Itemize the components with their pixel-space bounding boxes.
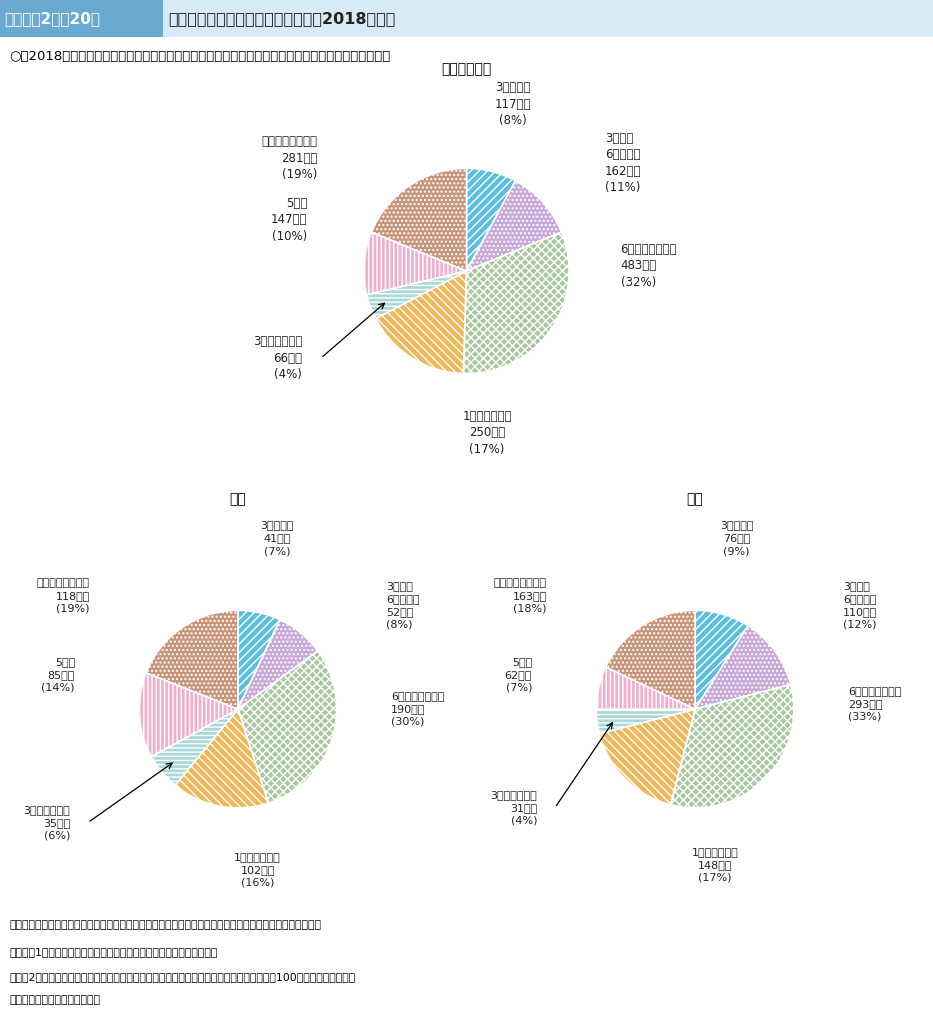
Wedge shape bbox=[238, 651, 337, 803]
Wedge shape bbox=[464, 232, 569, 374]
FancyBboxPatch shape bbox=[163, 0, 933, 37]
Text: 期間がわからない
281万人
(19%): 期間がわからない 281万人 (19%) bbox=[261, 135, 317, 181]
Text: 3か月超
6か月以下
110万人
(12%): 3か月超 6か月以下 110万人 (12%) bbox=[843, 581, 877, 630]
Text: 3か月超
6か月以下
162万人
(11%): 3か月超 6か月以下 162万人 (11%) bbox=[606, 132, 642, 194]
Text: 5年超
147万人
(10%): 5年超 147万人 (10%) bbox=[271, 197, 307, 243]
Title: 有期雇用者計: 有期雇用者計 bbox=[441, 62, 492, 76]
Text: 6か月超１年以下
293万人
(33%): 6か月超１年以下 293万人 (33%) bbox=[848, 687, 901, 722]
Text: 6か月超１年以下
483万人
(32%): 6か月超１年以下 483万人 (32%) bbox=[620, 243, 677, 289]
Text: 6か月超１年以下
190万人
(30%): 6か月超１年以下 190万人 (30%) bbox=[391, 691, 444, 727]
Text: 3か月超
6か月以下
52万人
(8%): 3か月超 6か月以下 52万人 (8%) bbox=[386, 581, 420, 630]
Wedge shape bbox=[238, 610, 280, 709]
Text: あることも留意が必要。: あることも留意が必要。 bbox=[9, 995, 101, 1005]
Wedge shape bbox=[671, 685, 794, 807]
Wedge shape bbox=[599, 709, 695, 804]
Wedge shape bbox=[606, 610, 695, 709]
Text: ○、2018年度において、有期雇用者計では「６か月超から１年以下」の割合が最も高くなっている。: ○、2018年度において、有期雇用者計では「６か月超から１年以下」の割合が最も高… bbox=[9, 50, 391, 63]
Wedge shape bbox=[364, 232, 466, 295]
Wedge shape bbox=[466, 180, 562, 270]
Text: （注）　1）有期雇用者は、役員を除く有期雇用者を対象としている。: （注） 1）有期雇用者は、役員を除く有期雇用者を対象としている。 bbox=[9, 947, 217, 957]
Text: 第１－（2）－20図: 第１－（2）－20図 bbox=[5, 11, 101, 26]
Text: 5年超
62万人
(7%): 5年超 62万人 (7%) bbox=[505, 656, 532, 692]
Wedge shape bbox=[695, 610, 748, 709]
Wedge shape bbox=[695, 626, 791, 709]
Wedge shape bbox=[238, 620, 318, 709]
Text: 5年超
85万人
(14%): 5年超 85万人 (14%) bbox=[41, 656, 75, 692]
Text: 3年超５年以下
31万人
(4%): 3年超５年以下 31万人 (4%) bbox=[491, 790, 537, 826]
Wedge shape bbox=[371, 168, 466, 270]
Text: 期間がわからない
118万人
(19%): 期間がわからない 118万人 (19%) bbox=[36, 577, 90, 613]
Text: 1年超３年以下
148万人
(17%): 1年超３年以下 148万人 (17%) bbox=[691, 847, 738, 883]
Wedge shape bbox=[139, 673, 238, 757]
Text: 2）各構成比の値は、小数点第１位を四捨五入しているため、各項目の値の合計値が100％とならない場合が: 2）各構成比の値は、小数点第１位を四捨五入しているため、各項目の値の合計値が10… bbox=[9, 972, 355, 983]
Text: 3か月以下
76万人
(9%): 3か月以下 76万人 (9%) bbox=[720, 521, 753, 556]
Title: 女性: 女性 bbox=[687, 492, 703, 506]
Text: 1年超３年以下
102万人
(16%): 1年超３年以下 102万人 (16%) bbox=[234, 852, 281, 888]
Title: 男性: 男性 bbox=[230, 492, 246, 506]
Wedge shape bbox=[146, 610, 238, 709]
Wedge shape bbox=[151, 709, 238, 785]
FancyBboxPatch shape bbox=[0, 0, 163, 37]
Wedge shape bbox=[596, 667, 695, 709]
Text: 1年超３年以下
250万人
(17%): 1年超３年以下 250万人 (17%) bbox=[462, 409, 512, 456]
Text: 有期雇用者の雇用契約期間の内訳（2018年度）: 有期雇用者の雇用契約期間の内訳（2018年度） bbox=[168, 11, 396, 26]
Wedge shape bbox=[596, 709, 695, 733]
Text: 期間がわからない
163万人
(18%): 期間がわからない 163万人 (18%) bbox=[494, 577, 547, 613]
Wedge shape bbox=[466, 168, 516, 270]
Wedge shape bbox=[175, 709, 269, 807]
Wedge shape bbox=[376, 270, 466, 374]
Text: 3年超５年以下
35万人
(6%): 3年超５年以下 35万人 (6%) bbox=[23, 805, 70, 841]
Text: 3年超５年以下
66万人
(4%): 3年超５年以下 66万人 (4%) bbox=[253, 335, 302, 381]
Text: 3か月以下
41万人
(7%): 3か月以下 41万人 (7%) bbox=[260, 521, 294, 556]
Text: 3か月以下
117万人
(8%): 3か月以下 117万人 (8%) bbox=[494, 81, 531, 128]
Text: 資料出所　総務省統計局「労働力調査（基本集計）」をもとに厄生労働省政策統括官付政策統括室にて作成: 資料出所 総務省統計局「労働力調査（基本集計）」をもとに厄生労働省政策統括官付政… bbox=[9, 920, 321, 930]
Wedge shape bbox=[367, 270, 466, 318]
